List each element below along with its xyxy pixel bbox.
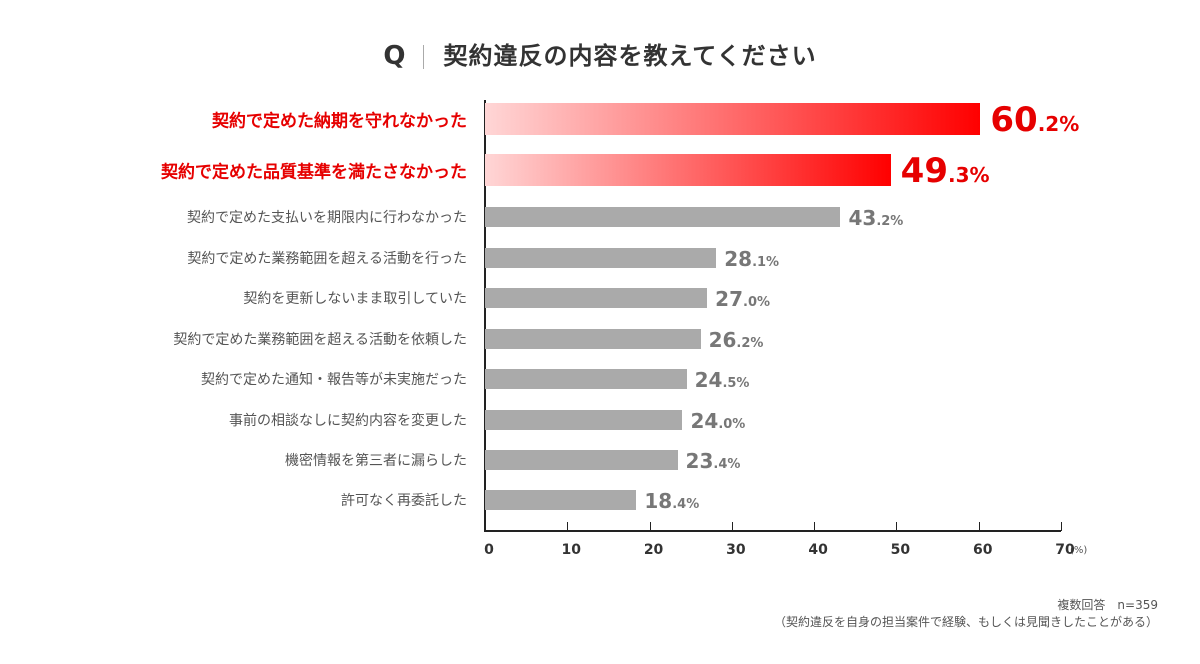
value-dec: .3% (947, 163, 990, 187)
value-dec: .1% (752, 255, 780, 270)
x-tick-label: 30 (726, 542, 746, 558)
category-label: 契約で定めた業務範囲を超える活動を依頼した (173, 332, 467, 348)
value-label: 18.4% (644, 489, 699, 513)
x-tick-label: 70 (1055, 542, 1075, 558)
bar (485, 288, 708, 308)
x-tick (978, 522, 980, 531)
bar (485, 450, 678, 470)
question-text: 契約違反の内容を教えてください (443, 42, 817, 70)
x-tick-label: 0 (484, 542, 494, 558)
bar (485, 103, 981, 135)
x-tick (814, 522, 816, 531)
value-dec: .4% (672, 497, 700, 512)
y-axis (484, 100, 486, 531)
value-label: 23.4% (686, 449, 741, 473)
category-label: 機密情報を第三者に漏らした (285, 453, 467, 469)
value-int: 24 (694, 368, 723, 392)
value-dec: .2% (1037, 112, 1080, 136)
value-int: 43 (848, 206, 877, 230)
bar (485, 329, 701, 349)
x-tick-label: 40 (808, 542, 828, 558)
divider (422, 45, 424, 69)
value-dec: .5% (722, 376, 750, 391)
value-label: 26.2% (709, 328, 764, 352)
respondent-note: （契約違反を自身の担当案件で経験、もしくは見聞きしたことがある） (773, 615, 1158, 629)
x-tick (567, 522, 569, 531)
category-label: 契約で定めた支払いを期限内に行わなかった (187, 210, 467, 226)
value-dec: .0% (743, 295, 771, 310)
x-tick-label: 20 (643, 542, 664, 558)
x-tick-label: 60 (972, 542, 993, 558)
x-tick (731, 522, 733, 531)
x-tick (896, 522, 898, 531)
value-label: 24.5% (695, 368, 750, 392)
category-label: 契約で定めた品質基準を満たさなかった (161, 162, 467, 183)
value-int: 49 (900, 151, 948, 191)
value-int: 60 (990, 100, 1038, 140)
value-label: 60.2% (990, 100, 1079, 140)
chart-title: Q 契約違反の内容を教えてください (0, 36, 1200, 71)
value-label: 27.0% (715, 287, 770, 311)
value-label: 49.3% (901, 151, 990, 191)
x-tick (649, 522, 651, 531)
value-int: 28 (724, 247, 753, 271)
bar (485, 207, 841, 227)
value-dec: .0% (718, 417, 746, 432)
value-label: 43.2% (848, 206, 903, 230)
bar (485, 490, 637, 510)
value-label: 28.1% (724, 247, 779, 271)
x-axis-unit: (%) (1070, 545, 1088, 556)
bar (485, 154, 891, 186)
value-int: 24 (690, 409, 719, 433)
x-tick-label: 50 (890, 542, 911, 558)
x-axis (484, 530, 1061, 532)
sample-note: 複数回答 n=359 (1057, 598, 1158, 612)
x-tick-label: 10 (561, 542, 582, 558)
bar (485, 410, 683, 430)
value-dec: .2% (736, 336, 764, 351)
category-label: 許可なく再委託した (341, 493, 467, 509)
x-tick (1061, 522, 1062, 531)
value-int: 23 (685, 449, 714, 473)
category-label: 契約を更新しないまま取引していた (243, 291, 467, 307)
value-int: 26 (708, 328, 737, 352)
category-label: 契約で定めた納期を守れなかった (212, 111, 467, 132)
bar (485, 369, 687, 389)
value-int: 27 (715, 287, 743, 311)
category-label: 契約で定めた通知・報告等が未実施だった (201, 372, 467, 388)
value-dec: .4% (713, 457, 741, 472)
question-mark: Q (383, 41, 407, 71)
value-dec: .2% (876, 214, 904, 229)
bar (485, 248, 717, 268)
value-int: 18 (644, 489, 673, 513)
category-label: 事前の相談なしに契約内容を変更した (229, 413, 467, 429)
value-label: 24.0% (690, 409, 745, 433)
category-label: 契約で定めた業務範囲を超える活動を行った (187, 251, 467, 267)
